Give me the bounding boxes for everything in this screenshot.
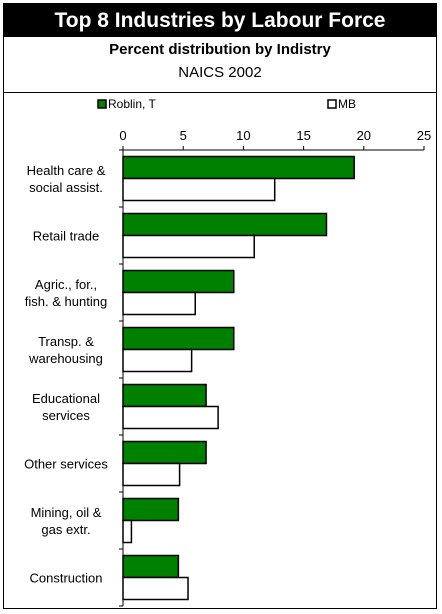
category-label: services <box>42 408 90 423</box>
bar-mb <box>122 234 255 259</box>
legend-swatch-1 <box>97 99 107 109</box>
bar-roblin <box>122 155 355 180</box>
legend-label-1: Roblin, T <box>108 97 156 111</box>
legend-label-2: MB <box>338 97 356 111</box>
bar-roblin <box>122 212 328 237</box>
chart-subtitle: Percent distribution by Indistry <box>109 41 331 58</box>
category-label: fish. & hunting <box>25 294 107 309</box>
category-label: warehousing <box>28 351 103 366</box>
category-label: Transp. & <box>38 334 94 349</box>
bar-roblin <box>122 383 207 408</box>
x-tick-label: 20 <box>357 128 371 143</box>
legend-swatch-2 <box>327 99 337 109</box>
x-tick-label: 0 <box>119 128 126 143</box>
category-label: Retail trade <box>33 229 99 244</box>
category-label: gas extr. <box>41 522 90 537</box>
bar-mb <box>122 405 219 430</box>
category-label: social assist. <box>29 180 103 195</box>
x-tick-label: 5 <box>180 128 187 143</box>
bar-mb <box>122 519 133 544</box>
category-label: Mining, oil & <box>31 505 102 520</box>
chart-title: Top 8 Industries by Labour Force <box>4 4 436 37</box>
bar-mb <box>122 576 189 601</box>
x-tick-label: 15 <box>296 128 310 143</box>
category-label: Health care & <box>27 163 106 178</box>
bar-roblin <box>122 269 235 294</box>
category-label: Other services <box>24 457 108 472</box>
bar-roblin <box>122 440 207 465</box>
chart-classification: NAICS 2002 <box>178 64 262 81</box>
bar-mb <box>122 462 181 487</box>
bar-roblin <box>122 554 180 579</box>
bar-roblin <box>122 326 235 351</box>
bar-mb <box>122 348 193 373</box>
category-label: Educational <box>32 391 100 406</box>
bar-roblin <box>122 497 180 522</box>
chart-frame: Top 8 Industries by Labour Force Percent… <box>3 3 437 609</box>
header-divider <box>4 92 436 93</box>
category-label: Agric., for., <box>35 277 97 292</box>
x-tick-label: 10 <box>236 128 250 143</box>
x-tick-label: 25 <box>417 128 431 143</box>
category-label: Construction <box>30 571 103 586</box>
bar-mb <box>122 177 276 202</box>
bar-mb <box>122 291 196 316</box>
